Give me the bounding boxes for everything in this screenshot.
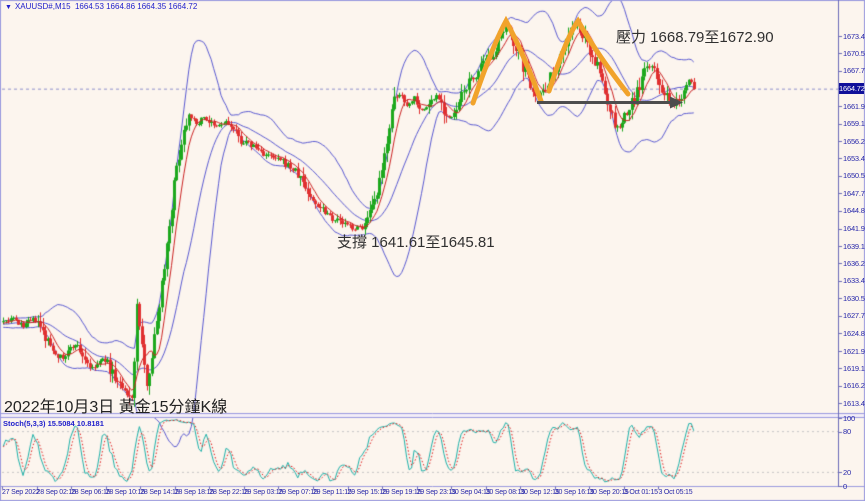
time-axis-label: 28 Sep 22:15 bbox=[209, 489, 249, 496]
price-tick-label: 1650.55 bbox=[843, 171, 865, 181]
price-tick-label: 1624.85 bbox=[843, 328, 865, 338]
time-axis-label: 29 Sep 19:15 bbox=[382, 489, 422, 496]
time-axis-label: 28 Sep 18:15 bbox=[174, 489, 214, 496]
price-tick-label: 1613.40 bbox=[843, 398, 865, 408]
resistance-annotation: 壓力 1668.79至1672.90 bbox=[616, 29, 774, 46]
time-axis-label: 30 Sep 08:15 bbox=[485, 489, 525, 496]
time-axis-label: 30 Sep 20:15 bbox=[589, 489, 629, 496]
support-annotation: 支撐 1641.61至1645.81 bbox=[337, 234, 495, 251]
time-axis-label: 3 Oct 05:15 bbox=[658, 489, 693, 496]
price-tick-label: 1639.10 bbox=[843, 241, 865, 251]
stoch-scale-label: 20 bbox=[843, 467, 851, 477]
time-axis-label: 28 Sep 02:15 bbox=[36, 489, 76, 496]
price-tick-label: 1633.40 bbox=[843, 276, 865, 286]
time-axis-label: 28 Sep 06:15 bbox=[71, 489, 111, 496]
time-axis-label: 30 Sep 04:15 bbox=[451, 489, 491, 496]
price-tick-label: 1619.10 bbox=[843, 363, 865, 373]
current-price-box: 1664.72 bbox=[839, 83, 865, 94]
time-axis-label: 29 Sep 15:15 bbox=[347, 489, 387, 496]
price-tick-label: 1636.25 bbox=[843, 258, 865, 268]
time-axis-label: 28 Sep 10:15 bbox=[105, 489, 145, 496]
price-tick-label: 1630.55 bbox=[843, 293, 865, 303]
time-axis-label: 29 Sep 03:15 bbox=[243, 489, 284, 496]
stoch-scale-label: 0 bbox=[843, 481, 847, 491]
time-axis-label: 30 Sep 16:15 bbox=[554, 489, 595, 496]
ohlc-values: 1664.53 1664.86 1664.35 1664.72 bbox=[74, 2, 198, 11]
stoch-scale-label: 80 bbox=[843, 427, 851, 437]
price-tick-label: 1670.55 bbox=[843, 48, 865, 58]
price-tick-label: 1659.10 bbox=[843, 119, 865, 129]
collapse-icon[interactable]: ▼ bbox=[5, 4, 12, 11]
price-tick-label: 1627.70 bbox=[843, 311, 865, 321]
time-axis-label: 29 Sep 23:15 bbox=[416, 489, 456, 496]
time-axis-label: 30 Sep 12:15 bbox=[520, 489, 560, 496]
price-tick-label: 1641.95 bbox=[843, 224, 865, 234]
price-tick-label: 1647.70 bbox=[843, 188, 865, 198]
price-tick-label: 1656.25 bbox=[843, 136, 865, 146]
time-axis-label: 28 Sep 14:15 bbox=[140, 489, 180, 496]
symbol-title: ▼ XAUUSD#,M15 1664.53 1664.86 1664.35 166… bbox=[5, 2, 197, 11]
price-tick-label: 1621.95 bbox=[843, 346, 865, 356]
price-tick-label: 1661.95 bbox=[843, 101, 865, 111]
stoch-scale-label: 100 bbox=[843, 413, 855, 423]
time-axis-label: 29 Sep 11:15 bbox=[312, 489, 352, 496]
price-tick-label: 1644.85 bbox=[843, 206, 865, 216]
symbol-timeframe: XAUUSD#,M15 bbox=[14, 2, 71, 11]
price-tick-label: 1653.40 bbox=[843, 153, 865, 163]
time-axis-label: 3 Oct 01:15 bbox=[623, 489, 658, 496]
stoch-indicator-label: Stoch(5,3,3) 15.5084 10.8181 bbox=[3, 419, 104, 428]
time-axis-label: 27 Sep 2022 bbox=[2, 489, 40, 496]
chart-caption: 2022年10月3日 黃金15分鐘K線 bbox=[4, 399, 228, 416]
price-tick-label: 1616.25 bbox=[843, 381, 865, 391]
price-tick-label: 1673.40 bbox=[843, 31, 865, 41]
time-axis-label: 29 Sep 07:15 bbox=[278, 489, 318, 496]
price-tick-label: 1667.70 bbox=[843, 66, 865, 76]
